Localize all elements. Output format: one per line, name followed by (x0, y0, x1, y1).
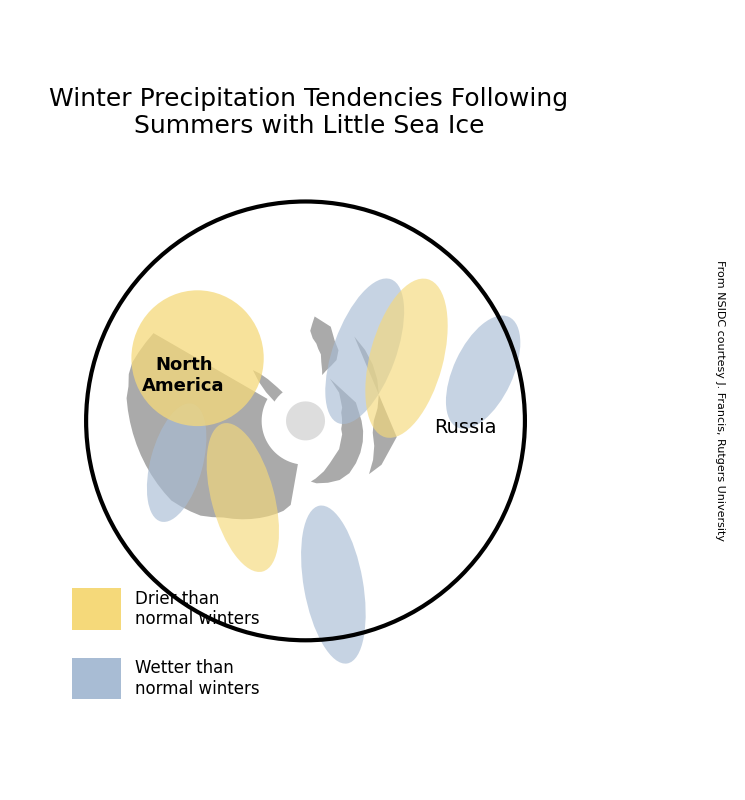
Text: North
America: North America (142, 356, 225, 395)
Ellipse shape (446, 315, 520, 429)
Ellipse shape (131, 290, 264, 426)
Polygon shape (310, 317, 338, 375)
Polygon shape (253, 370, 294, 411)
Text: Russia: Russia (434, 418, 497, 438)
FancyBboxPatch shape (72, 658, 121, 699)
Polygon shape (355, 337, 397, 474)
Text: Wetter than
normal winters: Wetter than normal winters (135, 659, 259, 698)
Ellipse shape (365, 278, 448, 438)
Ellipse shape (301, 506, 366, 664)
Ellipse shape (147, 403, 206, 522)
Polygon shape (311, 378, 363, 483)
Circle shape (86, 202, 525, 640)
Polygon shape (269, 384, 342, 458)
Text: Winter Precipitation Tendencies Following
Summers with Little Sea Ice: Winter Precipitation Tendencies Followin… (49, 86, 568, 138)
Ellipse shape (206, 423, 279, 572)
Polygon shape (127, 333, 298, 519)
FancyBboxPatch shape (72, 588, 121, 630)
Ellipse shape (326, 278, 404, 424)
Polygon shape (286, 402, 325, 440)
Text: From NSIDC courtesy J. Francis, Rutgers University: From NSIDC courtesy J. Francis, Rutgers … (715, 259, 725, 541)
Text: Drier than
normal winters: Drier than normal winters (135, 590, 259, 628)
